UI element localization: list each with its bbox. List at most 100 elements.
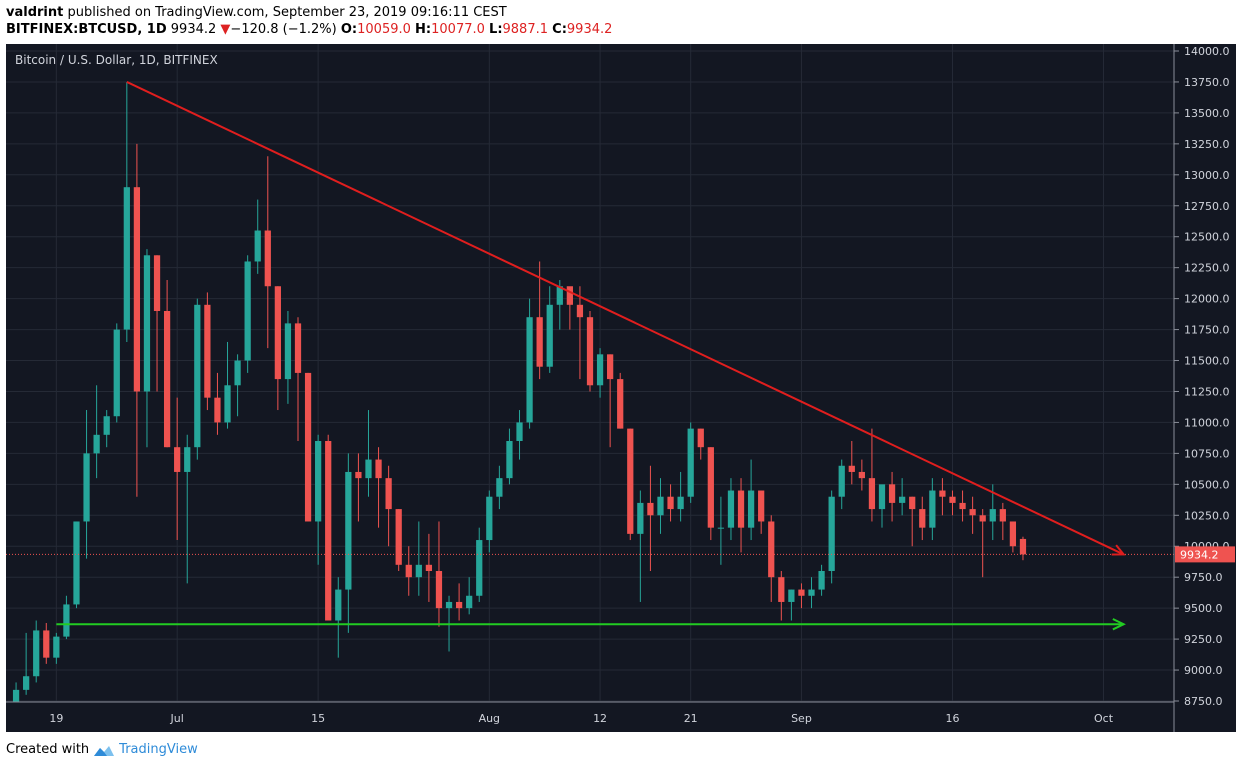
candle-body	[566, 286, 573, 305]
candle	[999, 502, 1006, 541]
candle-body	[284, 323, 292, 380]
candle-body	[657, 496, 664, 516]
candle-body	[184, 447, 191, 472]
x-tick-label: 16	[945, 712, 959, 725]
candle-body	[717, 527, 725, 529]
candle-body	[486, 496, 493, 541]
candle-body	[536, 317, 543, 367]
candle	[476, 527, 483, 602]
candle	[355, 453, 362, 522]
candle	[325, 434, 332, 621]
candlestick-chart[interactable]: 14000.0 13750.0 13500.0 13250.0 13000.0 12750…	[6, 44, 1236, 732]
candle-body	[909, 496, 916, 510]
candle-body	[466, 595, 473, 609]
candle	[395, 509, 402, 571]
candle	[768, 515, 775, 602]
candle	[315, 434, 322, 565]
candle-body	[244, 261, 251, 361]
candle	[43, 623, 50, 664]
y-tick-label: 14000.0	[1184, 45, 1230, 58]
candle-body	[103, 416, 110, 435]
candle-body	[888, 484, 896, 503]
current-price-tag	[1175, 546, 1235, 563]
x-tick-label: 15	[311, 712, 325, 725]
candle	[586, 311, 594, 392]
candle-body	[768, 521, 775, 578]
y-tick-label: 9250.0	[1184, 633, 1223, 646]
open-value: 10059.0	[357, 22, 411, 37]
candle-body	[174, 447, 181, 472]
candle-body	[264, 230, 271, 287]
candle-body	[204, 304, 211, 398]
publish-info: valdrint published on TradingView.com, S…	[6, 5, 507, 20]
candle-body	[1019, 538, 1027, 555]
candle	[304, 372, 312, 522]
candle	[425, 533, 433, 602]
candle-body	[546, 304, 553, 367]
candle-body	[133, 187, 141, 392]
candle	[647, 465, 654, 571]
candle-body	[868, 478, 876, 510]
candle	[415, 521, 422, 596]
high-value: 10077.0	[431, 22, 485, 37]
candle-body	[737, 490, 745, 528]
candle-body	[405, 564, 412, 578]
candle	[697, 428, 704, 460]
candle-body	[969, 509, 976, 516]
created-with-text: Created with	[6, 742, 90, 757]
tradingview-brand-link[interactable]: TradingView	[119, 742, 198, 757]
resistance-trendline-arrow-icon	[1111, 544, 1126, 556]
candle-body	[516, 422, 523, 441]
candle	[63, 595, 70, 640]
candle-body	[113, 329, 120, 417]
candle-body	[335, 589, 342, 621]
candle	[778, 571, 785, 621]
candle	[758, 490, 765, 534]
candle-body	[234, 360, 241, 386]
candle	[254, 199, 261, 274]
candle-body	[153, 255, 161, 311]
candle	[1009, 521, 1017, 553]
candle-body	[798, 589, 805, 596]
candle-body	[143, 255, 151, 392]
chart-panel[interactable]: 14000.0 13750.0 13500.0 13250.0 13000.0 12750…	[6, 44, 1236, 732]
candle	[737, 478, 745, 553]
candle-body	[949, 496, 956, 503]
candle-body	[435, 571, 443, 609]
candle	[274, 286, 281, 411]
candle-body	[979, 515, 986, 522]
candle	[657, 478, 664, 534]
y-tick-label: 11500.0	[1184, 355, 1230, 368]
x-tick-label: Jul	[170, 712, 184, 725]
close-label: C:	[552, 22, 567, 37]
y-tick-label: 10500.0	[1184, 478, 1230, 491]
candle-body	[586, 317, 594, 386]
candle-body	[828, 496, 835, 571]
candle	[234, 354, 241, 417]
author-name[interactable]: valdrint	[6, 5, 64, 20]
candle-body	[1009, 521, 1017, 547]
candle-body	[53, 636, 60, 658]
candle	[576, 286, 584, 380]
candle-body	[778, 577, 785, 602]
y-tick-label: 8750.0	[1184, 695, 1223, 708]
candle-body	[999, 509, 1006, 522]
candle	[667, 484, 674, 522]
candle	[727, 478, 735, 541]
candle	[596, 348, 604, 398]
candle-body	[858, 471, 865, 479]
x-tick-label: Aug	[479, 712, 500, 725]
candle	[486, 490, 493, 553]
candle	[93, 385, 100, 479]
candle	[899, 478, 906, 516]
candle	[516, 410, 523, 460]
candle	[184, 434, 191, 584]
y-tick-label: 12750.0	[1184, 200, 1230, 213]
y-tick-label: 10750.0	[1184, 447, 1230, 460]
support-line-arrow-icon	[1112, 618, 1126, 631]
tradingview-logo-icon[interactable]	[93, 743, 115, 757]
candle	[123, 81, 130, 342]
candle-body	[758, 490, 765, 522]
candle-body	[627, 428, 634, 534]
candle	[929, 478, 936, 541]
